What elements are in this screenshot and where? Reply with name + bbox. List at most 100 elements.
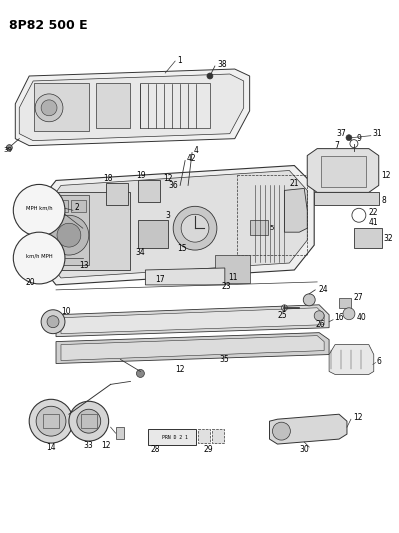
Bar <box>321 156 366 188</box>
Polygon shape <box>61 336 324 360</box>
Polygon shape <box>19 74 244 141</box>
Text: 19: 19 <box>136 171 146 180</box>
Bar <box>148 429 196 445</box>
Text: 4: 4 <box>194 146 199 155</box>
Circle shape <box>69 401 109 441</box>
Circle shape <box>303 294 315 306</box>
Bar <box>212 429 224 443</box>
Circle shape <box>13 232 65 284</box>
Text: km/h MPH: km/h MPH <box>26 254 52 259</box>
Text: 22: 22 <box>369 208 378 217</box>
Text: 14: 14 <box>46 442 56 451</box>
Text: 26: 26 <box>315 320 325 329</box>
Text: 42: 42 <box>187 154 197 163</box>
Text: 2: 2 <box>75 203 80 212</box>
Text: MPH km/h: MPH km/h <box>26 206 52 211</box>
Circle shape <box>77 409 101 433</box>
Text: 12: 12 <box>163 174 173 183</box>
Text: 28: 28 <box>150 445 160 454</box>
Text: 17: 17 <box>155 276 165 285</box>
Text: 6: 6 <box>377 357 381 366</box>
Text: 37: 37 <box>336 129 346 138</box>
Text: PRN D 2 1: PRN D 2 1 <box>162 434 188 440</box>
Bar <box>116 427 124 439</box>
Text: 38: 38 <box>218 60 227 69</box>
Bar <box>81 414 97 428</box>
Text: 34: 34 <box>135 247 145 256</box>
Text: 31: 31 <box>373 129 382 138</box>
Bar <box>96 83 130 128</box>
Text: 29: 29 <box>203 445 213 454</box>
Circle shape <box>13 184 65 236</box>
Text: 8: 8 <box>382 196 387 205</box>
Circle shape <box>47 316 59 328</box>
Text: 18: 18 <box>104 174 113 183</box>
Bar <box>215 255 250 283</box>
Circle shape <box>49 215 89 255</box>
Polygon shape <box>15 69 250 146</box>
Polygon shape <box>56 333 329 364</box>
Bar <box>339 298 351 308</box>
Text: 3: 3 <box>165 211 170 220</box>
Bar <box>250 220 267 235</box>
Text: 5: 5 <box>269 225 274 231</box>
Polygon shape <box>314 192 379 205</box>
Bar <box>354 228 382 248</box>
Bar <box>34 83 89 131</box>
Text: 41: 41 <box>369 218 378 227</box>
Circle shape <box>41 100 57 116</box>
Text: 12: 12 <box>353 413 362 422</box>
Text: 35: 35 <box>220 355 229 364</box>
Circle shape <box>173 206 217 250</box>
Circle shape <box>6 144 12 151</box>
Polygon shape <box>269 414 347 444</box>
Circle shape <box>314 311 324 321</box>
Polygon shape <box>61 308 324 334</box>
Text: 33: 33 <box>84 441 94 449</box>
Text: 25: 25 <box>277 311 287 320</box>
Polygon shape <box>307 149 379 192</box>
Text: 12: 12 <box>101 441 111 449</box>
Text: 32: 32 <box>384 233 393 243</box>
Circle shape <box>36 406 66 436</box>
Bar <box>138 220 168 248</box>
Circle shape <box>207 73 213 79</box>
Bar <box>49 196 89 265</box>
Bar <box>106 183 128 205</box>
Text: 12: 12 <box>381 171 390 180</box>
Circle shape <box>41 310 65 334</box>
Bar <box>46 192 130 270</box>
Circle shape <box>136 369 144 377</box>
Text: 36: 36 <box>168 181 178 190</box>
Bar <box>53 200 68 212</box>
Polygon shape <box>284 188 307 232</box>
Polygon shape <box>36 166 314 285</box>
Circle shape <box>29 399 73 443</box>
Text: 23: 23 <box>222 282 231 292</box>
Text: 7: 7 <box>334 141 339 150</box>
Circle shape <box>343 308 355 320</box>
Bar <box>198 429 210 443</box>
Text: 20: 20 <box>25 278 35 287</box>
Text: 13: 13 <box>79 261 89 270</box>
Text: 10: 10 <box>61 307 71 316</box>
Bar <box>140 83 210 128</box>
Bar <box>237 175 307 255</box>
Text: 1: 1 <box>177 55 182 64</box>
Text: 12: 12 <box>175 365 185 374</box>
Polygon shape <box>43 171 307 278</box>
Circle shape <box>35 94 63 122</box>
Text: 27: 27 <box>354 293 363 302</box>
Polygon shape <box>329 345 374 375</box>
Circle shape <box>57 223 81 247</box>
Text: 30: 30 <box>299 445 309 454</box>
Circle shape <box>181 214 209 242</box>
Text: 40: 40 <box>357 313 367 322</box>
Text: 39: 39 <box>3 147 12 152</box>
Text: 15: 15 <box>177 244 187 253</box>
Bar <box>43 414 59 428</box>
Polygon shape <box>56 305 329 337</box>
Text: 24: 24 <box>318 285 328 294</box>
Bar <box>138 181 160 203</box>
Text: 11: 11 <box>228 273 237 282</box>
